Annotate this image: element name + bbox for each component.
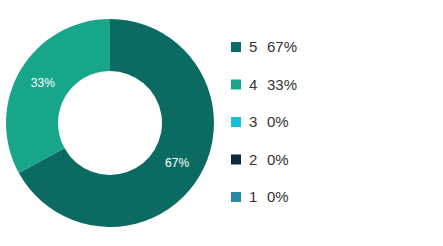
legend-swatch xyxy=(231,42,241,52)
legend-value: 0% xyxy=(267,151,289,168)
data-labels: 67% 33% xyxy=(31,76,190,169)
slice xyxy=(110,19,111,71)
chart: 67% 33% 5 67% 4 33% 3 0% 2 0% 1 0% xyxy=(0,0,443,246)
legend-value: 0% xyxy=(267,113,289,130)
legend-swatch xyxy=(231,117,241,127)
legend-label: 3 xyxy=(249,113,257,130)
data-label: 33% xyxy=(31,76,55,90)
legend-swatch xyxy=(231,80,241,90)
legend-label: 5 xyxy=(249,38,257,55)
data-label: 67% xyxy=(165,156,189,170)
slice xyxy=(110,19,111,71)
legend-item: 2 0% xyxy=(231,151,289,168)
legend-label: 2 xyxy=(249,151,257,168)
legend-item: 1 0% xyxy=(231,188,289,205)
legend-value: 0% xyxy=(267,188,289,205)
legend-item: 3 0% xyxy=(231,113,289,130)
legend: 5 67% 4 33% 3 0% 2 0% 1 0% xyxy=(231,38,297,205)
legend-label: 4 xyxy=(249,76,257,93)
legend-value: 33% xyxy=(267,76,297,93)
legend-swatch xyxy=(231,192,241,202)
slice xyxy=(110,19,111,71)
legend-value: 67% xyxy=(267,38,297,55)
legend-item: 4 33% xyxy=(231,76,297,93)
legend-label: 1 xyxy=(249,188,257,205)
slice xyxy=(6,19,110,173)
legend-item: 5 67% xyxy=(231,38,297,55)
legend-swatch xyxy=(231,155,241,165)
pie xyxy=(6,19,214,227)
